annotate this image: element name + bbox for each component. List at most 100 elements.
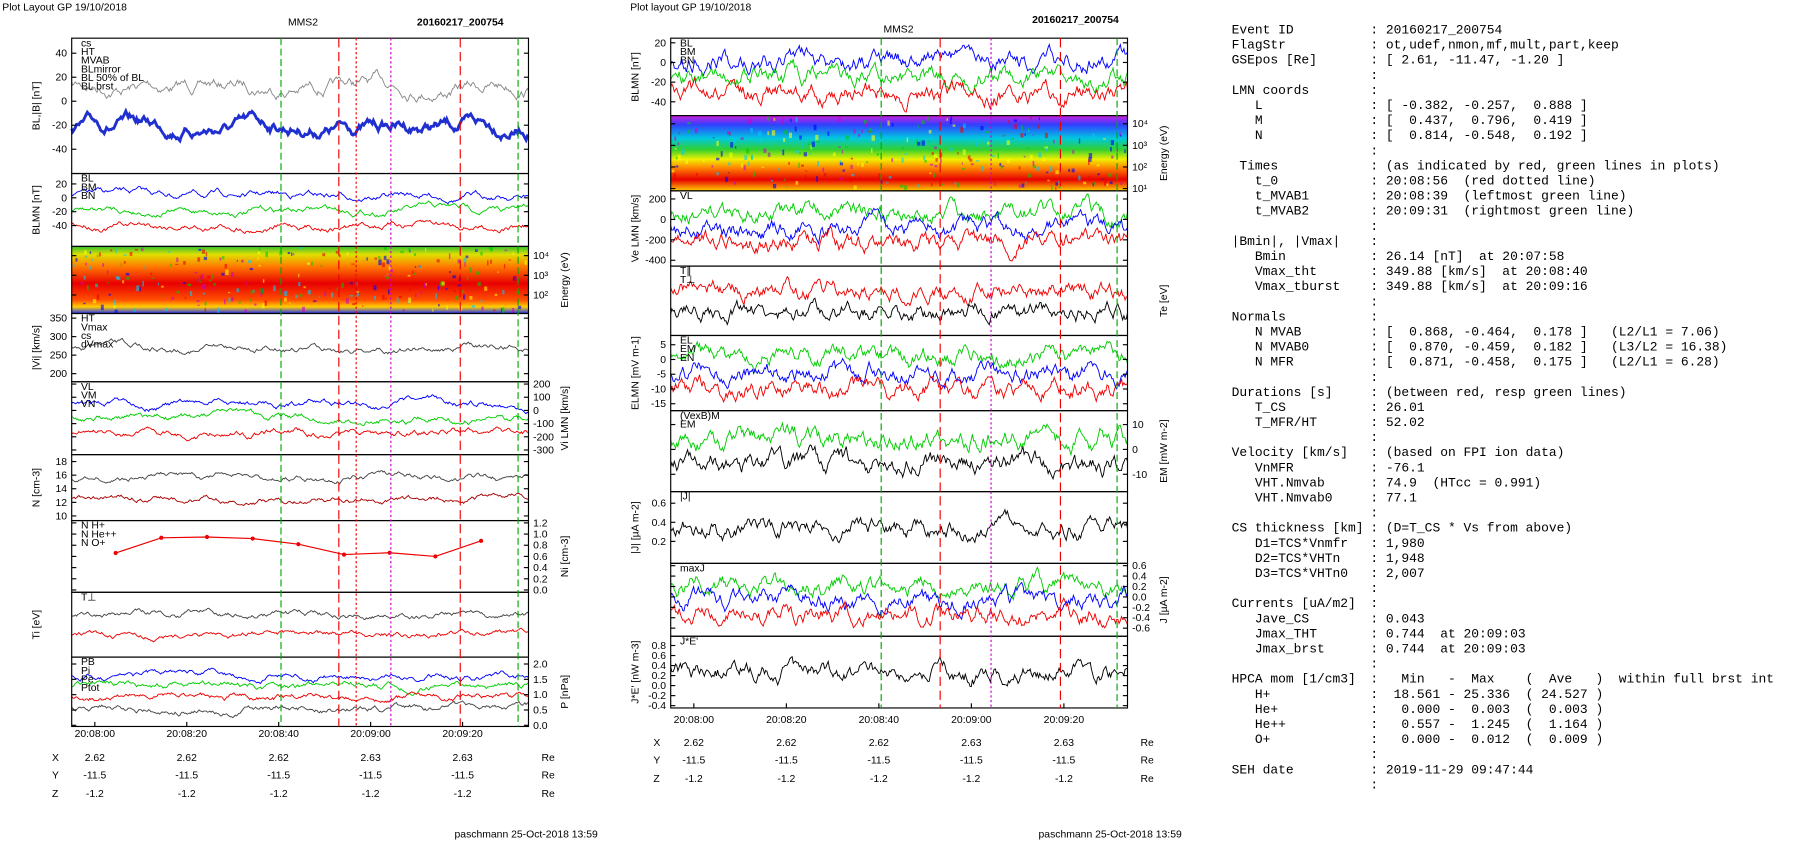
spectrogram-noise xyxy=(95,283,98,286)
legend-entry: N H+ xyxy=(81,521,105,532)
spectrogram-noise xyxy=(258,264,261,267)
spectrogram-noise xyxy=(151,277,155,279)
info-value: : 26.01 xyxy=(1370,400,1425,415)
legend-entry: Ptot xyxy=(81,683,100,694)
spectrogram-noise xyxy=(850,164,853,169)
spectrogram-noise xyxy=(423,283,426,289)
spectrogram-noise xyxy=(161,285,164,288)
spectrogram-noise xyxy=(408,297,411,303)
spectrogram-noise xyxy=(249,298,253,302)
info-value: : xyxy=(1370,581,1378,596)
spectrogram-noise xyxy=(750,127,753,133)
spectrogram-noise xyxy=(504,249,508,252)
trace xyxy=(670,77,1128,113)
panel-frame xyxy=(71,656,530,728)
trace xyxy=(670,357,1128,390)
spectrogram-noise xyxy=(260,291,262,297)
y-tick-label: 0.0 xyxy=(533,721,548,732)
spacecraft: MMS2 xyxy=(884,24,914,35)
legend-entry: BL xyxy=(81,174,94,185)
spectrogram-noise xyxy=(236,259,238,262)
trace xyxy=(71,691,529,704)
spectrogram-noise xyxy=(221,272,225,276)
spectrogram-noise xyxy=(150,272,153,275)
spectrogram-noise xyxy=(1028,128,1030,132)
spectrogram-noise xyxy=(694,127,698,134)
panel-frame xyxy=(670,265,1129,337)
trace xyxy=(670,193,1128,229)
spectrogram-noise xyxy=(878,173,880,179)
legend-entry: VL xyxy=(680,191,693,202)
info-value: : 349.88 [km/s] at 20:09:16 xyxy=(1370,279,1587,294)
x-tick-label: 20:08:40 xyxy=(258,729,299,740)
info-label: t_MVAB2 xyxy=(1232,204,1310,219)
spectrogram-noise xyxy=(891,122,894,127)
spectrogram-noise xyxy=(1027,147,1030,149)
spectrogram-noise xyxy=(408,247,411,252)
info-value: : 0.000 - 0.003 ( 0.003 ) xyxy=(1370,702,1603,717)
spectrogram-noise xyxy=(1088,157,1092,162)
spectrogram-noise xyxy=(696,172,698,177)
spectrogram-noise xyxy=(975,140,978,147)
spectrogram-noise xyxy=(134,308,136,312)
legend-entry: Pe xyxy=(81,675,94,686)
spectrogram-noise xyxy=(490,246,493,252)
legend-entry: VN xyxy=(81,399,95,410)
info-label: T_CS xyxy=(1232,400,1287,415)
info-value: : xyxy=(1370,83,1378,98)
spectrogram-noise xyxy=(778,168,780,171)
position-value: 2.62 xyxy=(684,738,704,749)
spectrogram-noise xyxy=(83,302,86,305)
y-tick-label: 0.2 xyxy=(533,574,548,585)
spectrogram-noise xyxy=(786,186,788,188)
trace xyxy=(71,470,529,485)
spectrogram-noise xyxy=(678,132,680,135)
spectrogram-noise xyxy=(795,149,799,154)
info-value: : 0.744 at 20:09:03 xyxy=(1370,641,1525,656)
spectrogram-noise xyxy=(407,274,411,277)
spectrogram-noise xyxy=(75,258,78,262)
spectrogram-noise xyxy=(827,131,830,136)
trace xyxy=(71,700,529,719)
spectrogram-noise xyxy=(744,154,748,161)
spectrogram-noise xyxy=(439,282,443,285)
spectrogram-noise xyxy=(524,260,528,265)
spectrogram-noise xyxy=(752,171,756,177)
spectrogram-noise xyxy=(117,276,121,281)
spectrogram-noise xyxy=(1110,147,1112,152)
spectrogram-noise xyxy=(870,148,873,153)
spectrogram-noise xyxy=(487,260,489,266)
y-tick-label: 0.4 xyxy=(652,661,667,672)
spectrogram-noise xyxy=(123,254,127,256)
spectrogram-noise xyxy=(1045,147,1048,152)
spectrogram-noise xyxy=(994,181,997,186)
spectrogram-noise xyxy=(1120,134,1122,137)
spectrogram-noise xyxy=(801,164,804,167)
spectrogram-noise xyxy=(335,251,338,254)
y-tick-label: -0.2 xyxy=(1132,603,1150,614)
spectrogram-noise xyxy=(904,153,908,155)
spectrogram-noise xyxy=(165,308,168,312)
spectrogram-noise xyxy=(414,266,417,268)
spectrogram-noise xyxy=(725,176,729,182)
spectrogram-noise xyxy=(130,289,132,291)
spectrogram-noise xyxy=(750,154,754,160)
legend-entry: J*E' xyxy=(680,636,698,647)
spectrogram-noise xyxy=(463,294,466,300)
spectrogram-noise xyxy=(761,166,765,169)
info-label: M xyxy=(1232,113,1263,128)
spectrogram-noise xyxy=(715,157,720,161)
spectrogram-noise xyxy=(1124,149,1126,154)
spectrogram-noise xyxy=(341,282,344,288)
y-axis-label: Ti [eV] xyxy=(31,610,42,640)
info-label: L xyxy=(1232,98,1263,113)
spectrogram-noise xyxy=(312,295,315,298)
spectrogram-noise xyxy=(89,251,92,254)
spectrogram-noise xyxy=(933,154,938,158)
spectrogram-noise xyxy=(1021,183,1025,188)
spectrogram-noise xyxy=(930,163,934,166)
trace xyxy=(670,374,1128,404)
spectrogram-noise xyxy=(350,282,353,285)
spectrogram-noise xyxy=(352,303,356,306)
